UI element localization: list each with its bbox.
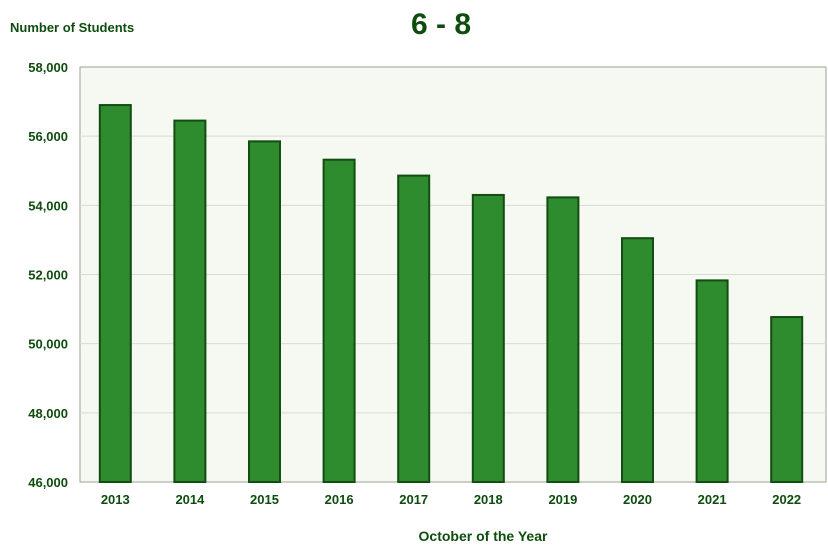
bar-2018 [471, 193, 505, 483]
x-axis-ticks: 2013 2014 2015 2016 2017 2018 2019 2020 2021 2022 [101, 492, 801, 507]
bar-2020 [621, 237, 654, 483]
x-tick-label: 2013 [101, 492, 130, 507]
bar-2016 [322, 158, 356, 484]
bar-2015 [248, 140, 281, 484]
x-tick-label: 2014 [175, 492, 205, 507]
y-axis-ticks: 46,000 48,000 50,000 52,000 54,000 56,000 58,0… [28, 60, 68, 490]
y-axis-label: Number of Students [10, 20, 134, 35]
x-tick-label: 2022 [772, 492, 801, 507]
y-tick-label: 48,000 [28, 406, 68, 421]
bar-2019 [546, 196, 580, 483]
x-tick-label: 2020 [623, 492, 652, 507]
x-tick-label: 2019 [548, 492, 577, 507]
x-tick-label: 2021 [698, 492, 727, 507]
bar-2021 [695, 279, 729, 484]
bar-2014 [173, 119, 207, 484]
x-tick-label: 2015 [250, 492, 279, 507]
x-tick-label: 2017 [399, 492, 428, 507]
x-tick-label: 2018 [474, 492, 503, 507]
y-tick-label: 58,000 [28, 60, 68, 75]
y-tick-label: 56,000 [28, 129, 68, 144]
bar-2017 [397, 174, 431, 483]
y-tick-label: 46,000 [28, 475, 68, 490]
bars [98, 104, 804, 484]
x-axis-label: October of the Year [419, 528, 548, 544]
y-tick-label: 54,000 [28, 198, 68, 213]
y-tick-label: 50,000 [28, 337, 68, 352]
y-tick-label: 52,000 [28, 268, 68, 283]
x-tick-label: 2016 [325, 492, 354, 507]
chart-title: 6 - 8 [411, 8, 471, 41]
bar-2013 [98, 104, 132, 484]
bar-2022 [770, 316, 804, 483]
